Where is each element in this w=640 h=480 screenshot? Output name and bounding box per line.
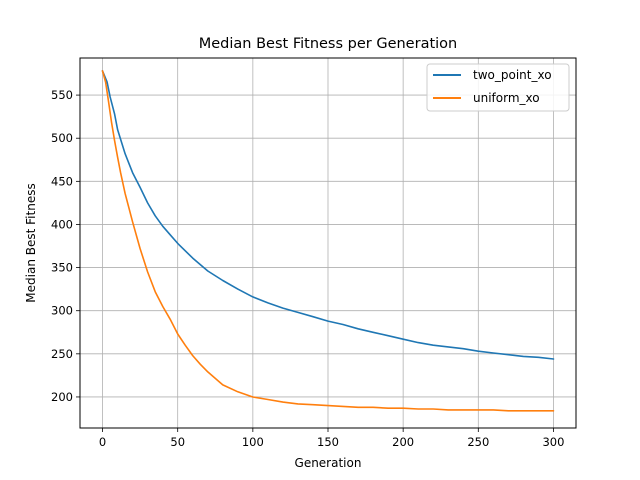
grid (80, 58, 576, 428)
y-tick-label: 500 (51, 131, 73, 145)
y-tick-label: 300 (51, 304, 73, 318)
x-tick-label: 50 (170, 435, 185, 449)
y-tick-label: 350 (51, 261, 73, 275)
y-tick-label: 200 (51, 390, 73, 404)
x-tick-label: 100 (242, 435, 264, 449)
y-axis-label: Median Best Fitness (24, 183, 38, 302)
y-axis-ticks: 200 250 300 350 400 450 500 550 (51, 88, 80, 404)
x-axis-ticks: 0 50 100 150 200 250 300 (99, 428, 564, 449)
legend-box (426, 63, 570, 112)
y-tick-label: 550 (51, 88, 73, 102)
legend-label-two-point-xo: two_point_xo (473, 68, 552, 82)
chart-title: Median Best Fitness per Generation (199, 36, 457, 52)
y-tick-label: 450 (51, 174, 73, 188)
x-axis-label: Generation (295, 456, 362, 470)
x-tick-label: 300 (542, 435, 564, 449)
series-lines (101, 70, 555, 412)
series-line-two-point-xo (101, 70, 555, 360)
legend: two_point_xo uniform_xo (426, 63, 570, 112)
series-line-uniform-xo (101, 70, 555, 412)
x-tick-label: 0 (99, 435, 106, 449)
x-tick-label: 200 (392, 435, 414, 449)
y-tick-label: 400 (51, 217, 73, 231)
legend-label-uniform-xo: uniform_xo (473, 91, 540, 105)
x-tick-label: 150 (317, 435, 339, 449)
x-tick-label: 250 (467, 435, 489, 449)
y-tick-label: 250 (51, 347, 73, 361)
